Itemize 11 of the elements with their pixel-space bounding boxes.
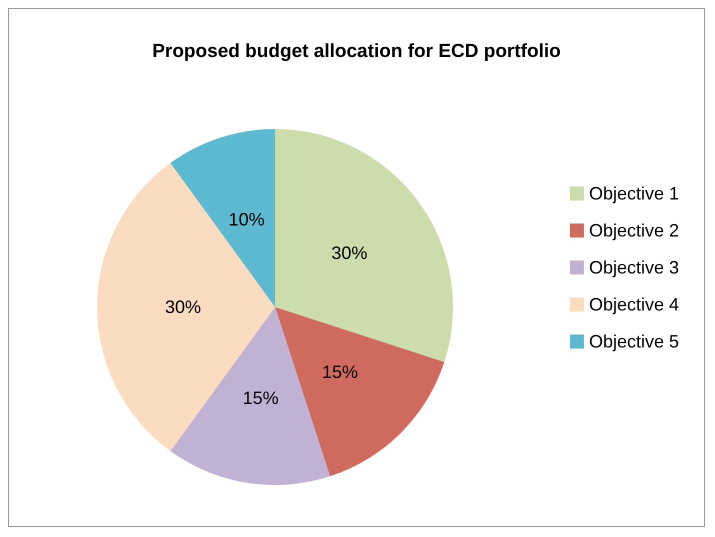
legend-label: Objective 5 bbox=[588, 332, 680, 352]
data-label: 15% bbox=[322, 362, 358, 382]
data-label: 15% bbox=[242, 388, 279, 408]
legend-label: Objective 1 bbox=[588, 184, 680, 204]
legend-label: Objective 3 bbox=[588, 258, 680, 278]
chart-title: Proposed budget allocation for ECD portfolio bbox=[152, 41, 561, 62]
legend-label: Objective 4 bbox=[588, 294, 680, 314]
legend-label: Objective 2 bbox=[588, 220, 680, 240]
data-label: 30% bbox=[164, 297, 202, 317]
data-label: 10% bbox=[228, 210, 265, 230]
data-label: 30% bbox=[331, 242, 368, 263]
